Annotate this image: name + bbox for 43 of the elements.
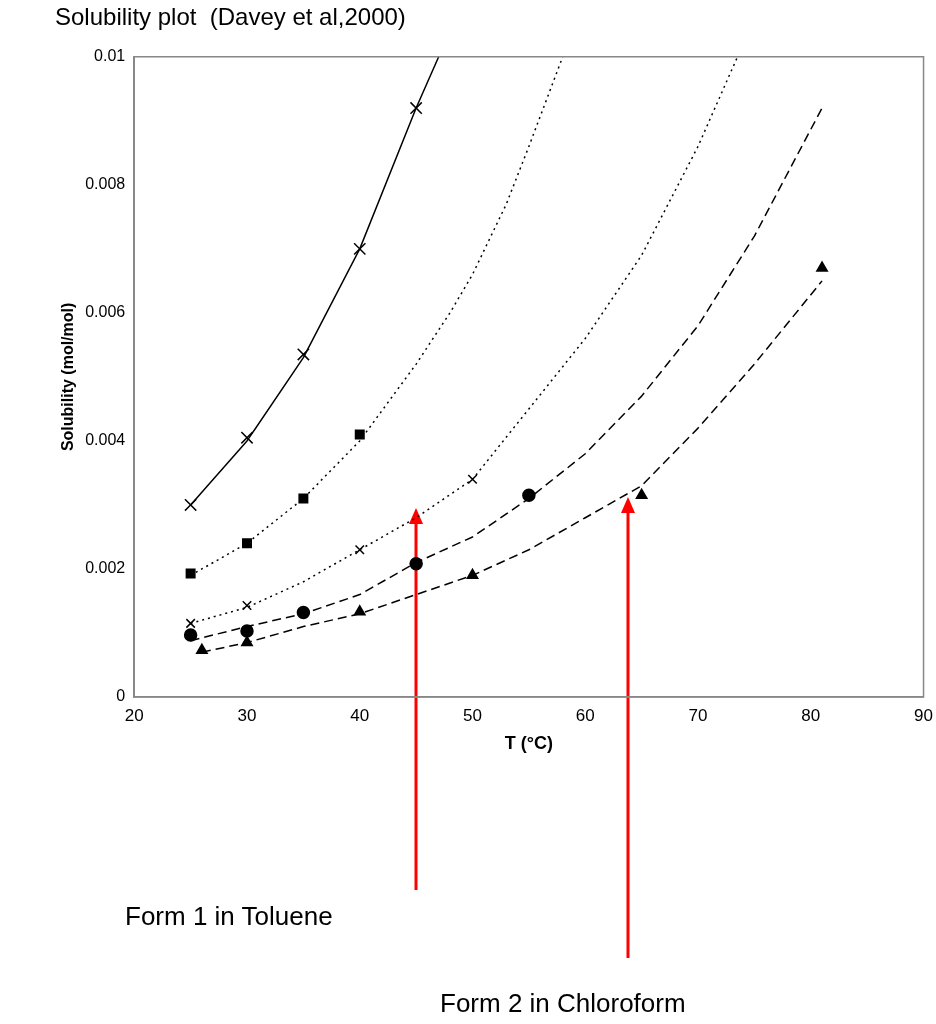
point: [240, 624, 254, 638]
x-tick-label: 30: [237, 705, 257, 725]
point: [240, 431, 254, 445]
point: [353, 242, 367, 256]
point: [467, 474, 478, 485]
point: [296, 348, 310, 361]
point: [242, 600, 252, 611]
point: [466, 568, 479, 580]
point: [195, 643, 208, 655]
point: [185, 618, 196, 629]
point: [296, 605, 311, 620]
y-axis-title: Solubility (mol/mol): [59, 302, 77, 452]
text: Form 1 in Toluene: [125, 901, 333, 931]
x-tick-label: 60: [575, 705, 595, 725]
y-tick-label: 0.006: [85, 303, 126, 321]
point: [354, 429, 365, 440]
point: [353, 605, 366, 616]
y-tick-label: 0.004: [85, 431, 126, 449]
line-series: [189, 56, 739, 625]
chart-title: Solubility plot (Davey et al,2000): [55, 3, 406, 31]
y-tick-label: 0.01: [94, 47, 126, 65]
x-axis-title: T (°C): [504, 733, 553, 754]
point: [354, 544, 365, 555]
point: [183, 628, 198, 642]
x-tick-label: 70: [688, 705, 708, 725]
point: [409, 557, 423, 571]
point: [242, 538, 252, 549]
x-tick-label: 80: [801, 705, 821, 725]
x-tick-label: 50: [463, 705, 482, 725]
point: [409, 101, 423, 115]
point: [185, 568, 196, 579]
point: [635, 488, 648, 500]
y-tick-label: 0.002: [85, 559, 126, 577]
y-tick-label: 0.008: [85, 175, 126, 193]
x-tick-label: 20: [124, 705, 144, 725]
y-tick-label: 0: [116, 687, 126, 705]
point: [816, 261, 829, 272]
point: [298, 493, 309, 504]
x-tick-label: 90: [914, 705, 934, 725]
point: [522, 488, 536, 503]
point: [184, 498, 198, 512]
text: Form 2 in Chloroform: [440, 988, 686, 1018]
x-tick-label: 40: [350, 705, 370, 725]
